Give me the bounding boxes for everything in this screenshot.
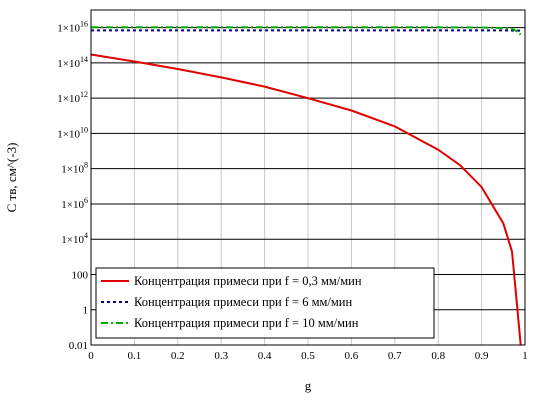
series-lines xyxy=(90,26,522,346)
x-tick-label: 0.9 xyxy=(475,350,489,362)
plot-frame xyxy=(90,9,526,346)
x-tick-label: 0 xyxy=(88,350,94,362)
y-tick-label: 1×104 xyxy=(61,231,88,246)
x-tick-label: 0.8 xyxy=(431,350,445,362)
legend-label-1: Концентрация примеси при f = 0,3 мм/мин xyxy=(134,274,362,288)
x-tick-label: 0.1 xyxy=(128,350,142,362)
x-tick-label: 0.2 xyxy=(171,350,185,362)
y-tick-label: 1×1016 xyxy=(57,20,88,35)
series-line-3 xyxy=(91,26,522,36)
y-tick-label: 1 xyxy=(83,305,89,317)
x-tick-label: 0.6 xyxy=(345,350,359,362)
y-tick-label: 1×1012 xyxy=(57,90,88,105)
x-tick-label: 0.5 xyxy=(301,350,315,362)
x-axis-label: g xyxy=(305,378,312,393)
series-line-1 xyxy=(90,53,522,346)
tick-labels: 0 0.1 0.2 0.3 0.4 0.5 0.6 0.7 0.8 0.9 1 0.01 1 100 1×1… xyxy=(57,20,527,362)
legend-box xyxy=(95,267,435,339)
legend-label-3: Концентрация примеси при f = 10 мм/мин xyxy=(134,316,359,330)
y-axis-label: C тв, см^(-3) xyxy=(4,143,19,213)
x-tick-label: 0.7 xyxy=(388,350,402,362)
y-tick-label: 1×1014 xyxy=(57,55,88,70)
x-tick-label: 0.3 xyxy=(214,350,228,362)
y-tick-label: 0.01 xyxy=(69,340,88,352)
y-tick-label: 100 xyxy=(72,269,89,281)
y-tick-label: 1×106 xyxy=(61,196,88,211)
x-tick-label: 1 xyxy=(522,350,528,362)
y-tick-label: 1×1010 xyxy=(57,125,88,140)
legend: Концентрация примеси при f = 0,3 мм/мин К… xyxy=(95,267,435,339)
y-tick-label: 1×108 xyxy=(61,161,88,176)
legend-label-2: Концентрация примеси при f = 6 мм/мин xyxy=(134,295,352,309)
x-tick-label: 0.4 xyxy=(258,350,272,362)
